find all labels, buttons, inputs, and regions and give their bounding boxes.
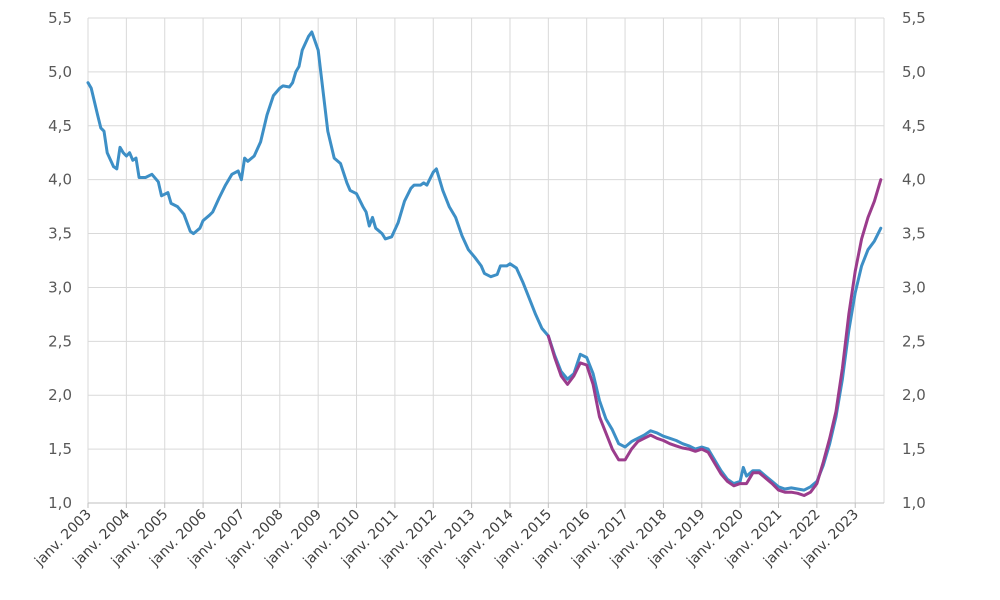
y2-tick-label: 2,0 (902, 386, 926, 404)
y2-tick-label: 5,5 (902, 9, 926, 27)
y-tick-label: 5,0 (48, 63, 72, 81)
y2-tick-label: 3,5 (902, 225, 926, 243)
y-tick-label: 3,5 (48, 225, 72, 243)
y2-tick-label: 2,5 (902, 332, 926, 350)
y2-tick-label: 3,0 (902, 278, 926, 296)
series-line-2 (546, 178, 883, 497)
gridlines (87, 17, 885, 504)
series-group (86, 30, 883, 497)
y-tick-label: 1,5 (48, 440, 72, 458)
y-tick-label: 3,0 (48, 278, 72, 296)
y-tick-label: 1,0 (48, 494, 72, 512)
y-tick-label: 2,5 (48, 332, 72, 350)
y2-tick-label: 1,5 (902, 440, 926, 458)
y-tick-label: 4,5 (48, 117, 72, 135)
y-tick-label: 5,5 (48, 9, 72, 27)
y-axis-right: 1,0 1,5 2,0 2,5 3,0 3,5 4,0 4,5 5,0 5,5 (902, 9, 926, 512)
series-line-1 (86, 30, 883, 492)
y-tick-label: 2,0 (48, 386, 72, 404)
y2-tick-label: 5,0 (902, 63, 926, 81)
y2-tick-label: 4,0 (902, 171, 926, 189)
y-tick-label: 4,0 (48, 171, 72, 189)
y-axis-left: 1,0 1,5 2,0 2,5 3,0 3,5 4,0 4,5 5,0 5,5 (48, 9, 72, 512)
y2-tick-label: 4,5 (902, 117, 926, 135)
y2-tick-label: 1,0 (902, 494, 926, 512)
